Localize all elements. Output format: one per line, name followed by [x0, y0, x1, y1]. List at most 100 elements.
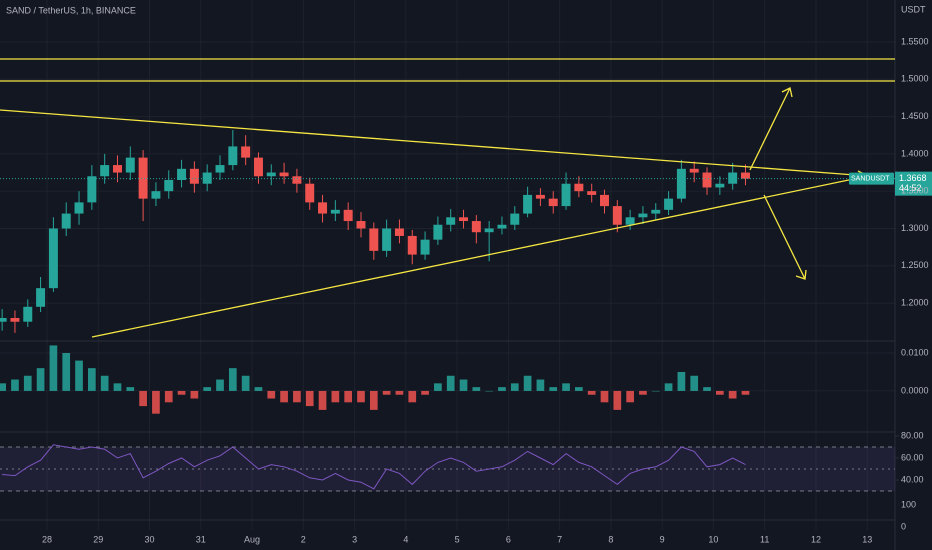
candle-body: [382, 228, 392, 251]
macd-bar: [267, 390, 276, 399]
macd-bar: [11, 379, 19, 391]
candle-body: [651, 209, 661, 214]
macd-bar: [690, 375, 699, 391]
candle-body: [523, 194, 533, 214]
macd-bar: [459, 379, 468, 391]
candle-body: [728, 172, 738, 184]
macd-bar: [293, 390, 301, 403]
macd-bar: [36, 368, 45, 391]
candle-body: [241, 146, 251, 158]
candle-body: [676, 168, 686, 199]
candle-body: [215, 165, 225, 173]
candle-body: [36, 288, 46, 307]
macd-bar: [254, 387, 263, 391]
macd-bar: [62, 353, 71, 391]
candle-body: [164, 179, 174, 192]
candle-body: [689, 168, 699, 173]
candle-body: [407, 235, 417, 255]
x-tick-label: 11: [760, 534, 769, 544]
macd-bar: [562, 383, 570, 391]
rsi-band: [0, 447, 895, 491]
candle-body: [638, 213, 648, 218]
y-tick-label: 1.5500: [901, 36, 929, 46]
symbol-label: SANDUSDT: [851, 175, 890, 182]
x-tick-label: 28: [42, 534, 52, 544]
macd-bar: [498, 387, 506, 391]
candle-body: [740, 172, 750, 179]
macd-bar: [485, 390, 493, 392]
y-tick-label: 1.2500: [901, 260, 929, 270]
candle-body: [74, 202, 84, 214]
candle-body: [202, 172, 212, 184]
symbol-tag: [849, 172, 894, 185]
macd-bar: [228, 368, 237, 391]
y-tick-label: 1.4500: [901, 111, 929, 121]
macd-bar: [575, 387, 583, 391]
macd-bar: [741, 390, 750, 395]
macd-bar: [75, 360, 83, 391]
y-tick-label: 1.3000: [901, 223, 929, 233]
candle-body: [394, 228, 404, 236]
macd-bar: [331, 390, 340, 403]
candle-body: [318, 202, 328, 214]
macd-bar: [177, 390, 186, 395]
macd-bar: [434, 383, 442, 391]
macd-bar: [395, 390, 404, 395]
y-tick-label: 1.3500: [901, 186, 929, 196]
macd-bar: [664, 383, 673, 391]
macd-bar: [510, 383, 519, 391]
macd-bar: [357, 390, 365, 403]
candle-body: [497, 224, 507, 229]
price-tag-label: 1.3668: [899, 173, 927, 183]
x-tick-label: 29: [93, 534, 103, 544]
x-tick-label: 2: [301, 534, 306, 544]
candle-body: [61, 213, 71, 229]
candle-body: [189, 168, 199, 184]
candle-body: [587, 191, 597, 195]
macd-bar: [305, 390, 314, 407]
candle-body: [100, 165, 110, 177]
candle-body: [356, 221, 366, 229]
candle-body: [446, 217, 456, 225]
macd-bar: [728, 390, 737, 399]
candle-body: [433, 224, 443, 240]
macd-bar: [139, 390, 147, 407]
candle-body: [471, 221, 481, 233]
macd-bar: [126, 387, 135, 391]
x-tick-label: 3: [352, 534, 357, 544]
macd-bar: [472, 387, 481, 391]
x-tick-label: 30: [145, 534, 155, 544]
macd-bar: [536, 379, 545, 391]
macd-bar: [318, 390, 327, 410]
macd-bar: [241, 375, 250, 391]
arrow-up: [749, 87, 793, 171]
x-tick-label: 12: [811, 534, 821, 544]
x-tick-label: 4: [403, 534, 408, 544]
x-tick-label: Aug: [244, 534, 260, 544]
macd-bar: [369, 390, 378, 410]
candle-body: [664, 198, 674, 210]
candle-body: [510, 213, 520, 225]
x-tick-label: 5: [455, 534, 460, 544]
x-tick-label: 6: [506, 534, 511, 544]
macd-bar: [703, 387, 711, 391]
axis-label: 100: [901, 499, 916, 509]
candle-body: [535, 194, 545, 199]
candle-body: [561, 183, 571, 207]
candle-body: [715, 183, 725, 188]
candle-body: [0, 317, 7, 322]
candle-body: [625, 217, 635, 225]
trend-line: [0, 109, 869, 177]
x-tick-label: 9: [660, 534, 665, 544]
drawings: [0, 58, 895, 338]
candle-body: [138, 157, 148, 199]
grid: [0, 0, 899, 530]
candle-body: [87, 176, 97, 203]
macd-bar: [382, 390, 391, 395]
macd-bar: [600, 390, 609, 403]
axis-label: 0: [901, 521, 906, 531]
macd-bar: [164, 390, 173, 403]
